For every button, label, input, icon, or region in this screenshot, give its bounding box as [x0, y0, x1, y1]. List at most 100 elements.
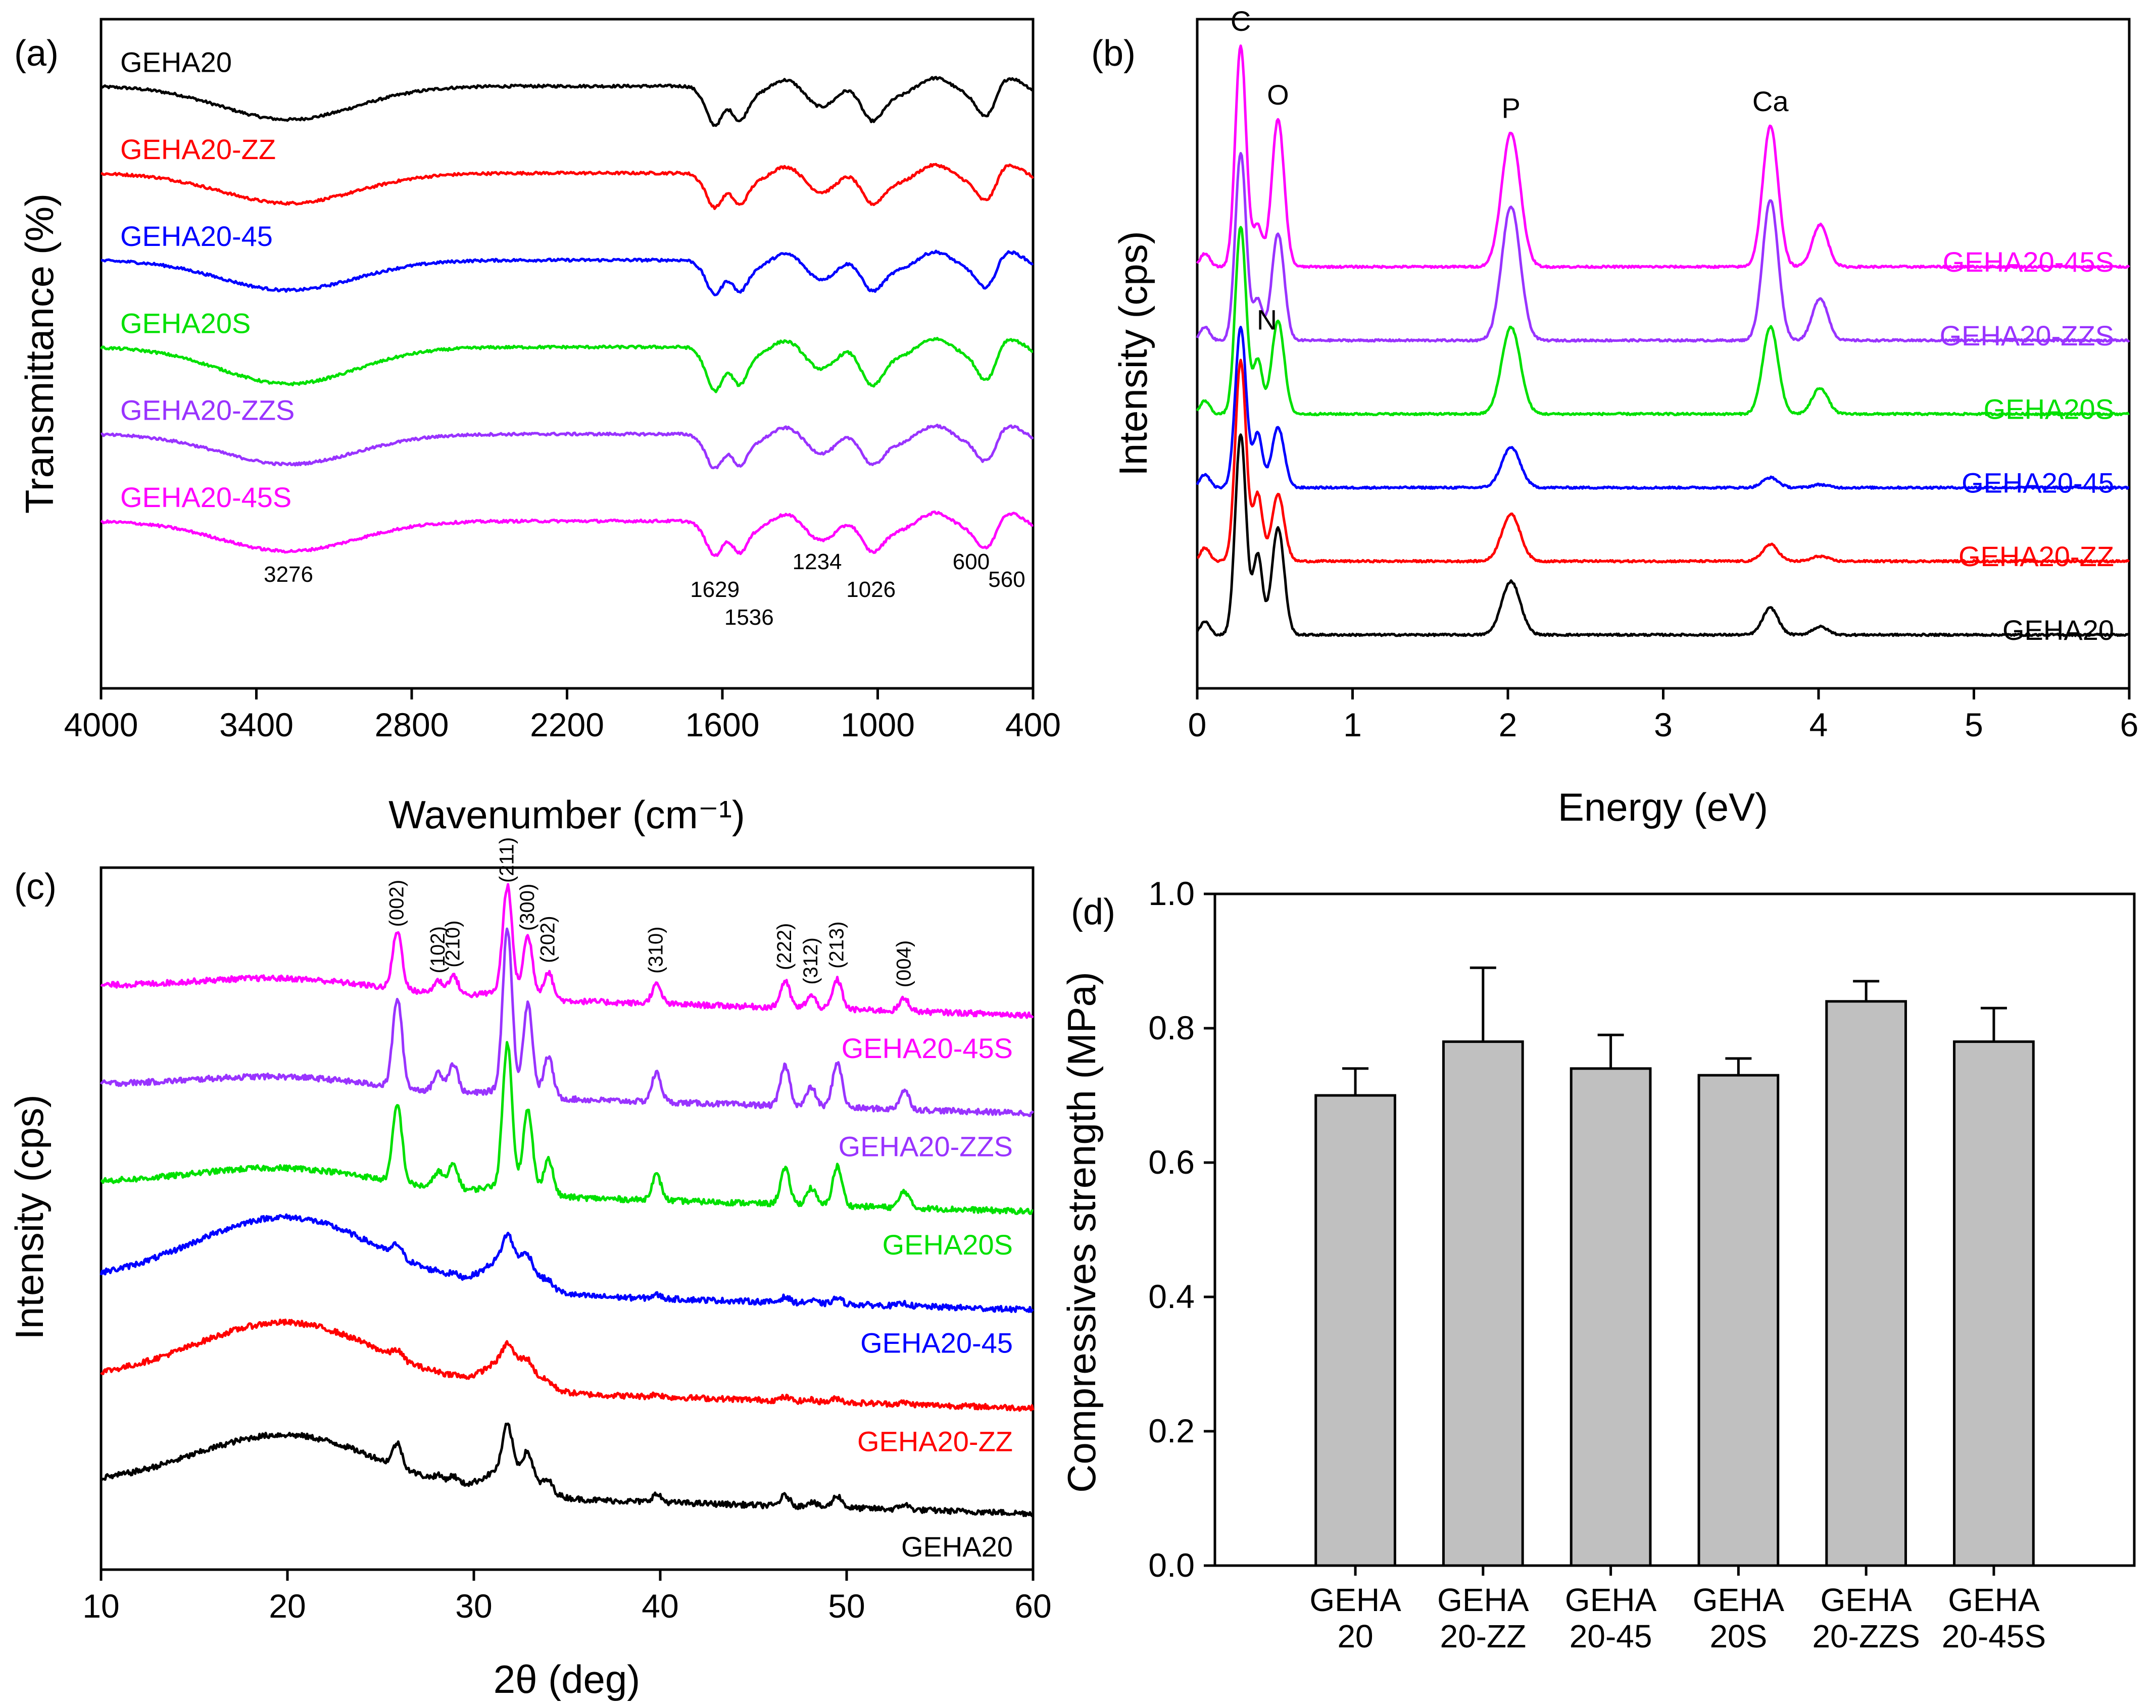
x-tick-label: 2800 [375, 706, 449, 743]
panel-c-label: (c) [14, 867, 57, 907]
panel-a-x-ticks: 4000 3400 2800 2200 1600 1000 400 [64, 688, 1061, 743]
panel-c-traces: GEHA20 GEHA20-ZZ GEHA20-45 GEHA20S GEHA20-ZZ… [100, 883, 1035, 1563]
x-tick-label: 60 [1014, 1587, 1051, 1625]
panel-c-y-axis-label: Intensity (cps) [7, 1094, 52, 1339]
panel-a-y-axis-label: Transmittance (%) [17, 193, 62, 514]
category-label: 20 [1337, 1618, 1373, 1654]
xrd-series-label: GEHA20 [901, 1531, 1013, 1563]
xrd-series-label: GEHA20-ZZ [857, 1425, 1013, 1457]
reflection-label: (310) [645, 927, 667, 974]
x-tick-label: 40 [642, 1587, 678, 1625]
reflection-label: (222) [773, 923, 796, 970]
ftir-series-label: GEHA20-ZZ [120, 133, 276, 165]
reflection-label: (202) [537, 916, 559, 963]
panel-b-label: (b) [1091, 33, 1136, 74]
panel-b-x-ticks: 0 1 2 3 4 5 6 [1188, 688, 2139, 743]
x-tick-label: 30 [455, 1587, 492, 1625]
eds-series-label: GEHA20-ZZS [1940, 320, 2114, 351]
strength-bar [1697, 1074, 1780, 1567]
eds-series-label: GEHA20-45 [1962, 467, 2114, 498]
eds-peak-label: C [1231, 5, 1251, 37]
panel-c-x-ticks: 10 20 30 40 50 60 [82, 1570, 1052, 1625]
eds-trace-geha20-zz [1197, 359, 2130, 564]
xrd-series-label: GEHA20-45 [860, 1327, 1013, 1359]
eds-series-label: GEHA20 [2002, 614, 2114, 646]
ftir-series-label: GEHA20-ZZS [120, 394, 295, 426]
panel-c-reflection-labels: (002) (102)(210) (211)(300)(202) (310) (222)… [386, 837, 915, 988]
xrd-trace-geha20-zzs [100, 927, 1035, 1118]
reflection-label: (002) [386, 880, 408, 927]
panel-a-ftir: (a) GEHA20GEHA20-ZZGEHA20-45GEHA20SGEHA2… [14, 18, 1061, 837]
category-label: GEHA [1820, 1582, 1912, 1618]
ftir-trace-geha20-45s [100, 510, 1034, 557]
category-label: 20-45S [1942, 1618, 2046, 1654]
panel-a-x-axis-label: Wavenumber (cm⁻¹) [388, 792, 745, 837]
ftir-series-label: GEHA20-45S [120, 481, 291, 513]
y-tick-label: 0.4 [1148, 1278, 1195, 1315]
reflection-label: (312) [800, 937, 822, 984]
band-annotation: 1026 [846, 577, 896, 602]
reflection-label: (210) [442, 920, 464, 967]
x-tick-label: 3 [1654, 706, 1673, 743]
band-annotation: 560 [988, 567, 1025, 592]
x-tick-label: 0 [1188, 706, 1207, 743]
category-label: 20-ZZ [1440, 1618, 1526, 1654]
ftir-trace-geha20 [100, 76, 1034, 127]
x-tick-label: 2200 [530, 706, 604, 743]
band-annotation: 3276 [264, 562, 313, 587]
ftir-series-label: GEHA20-45 [120, 220, 273, 252]
xrd-trace-geha20 [101, 1422, 1035, 1518]
reflection-label: (213) [826, 921, 848, 968]
y-tick-label: 0.2 [1148, 1412, 1195, 1449]
panel-b-x-axis-label: Energy (eV) [1558, 785, 1768, 829]
xrd-trace-geha20-45 [100, 1213, 1034, 1313]
x-tick-label: 6 [2120, 706, 2139, 743]
category-label: 20-45 [1570, 1618, 1652, 1654]
eds-trace-geha20-zzs [1196, 152, 2130, 343]
xrd-trace-geha20-zz [100, 1318, 1035, 1412]
panel-b-y-axis-label: Intensity (cps) [1111, 231, 1155, 476]
reflection-label: (300) [516, 884, 538, 931]
eds-peak-label: O [1267, 79, 1289, 111]
eds-series-label: GEHA20-ZZ [1958, 540, 2114, 572]
panel-c-xrd: (c) GEHA20GEHA20-ZZGEHA20-45GEHA20SGEHA2… [7, 837, 1052, 1701]
ftir-trace-geha20-zz [101, 163, 1035, 210]
category-label: GEHA [1309, 1582, 1401, 1618]
category-label: 20-ZZS [1812, 1618, 1920, 1654]
ftir-trace-geha20-45 [101, 249, 1034, 296]
y-tick-label: 0.6 [1148, 1143, 1195, 1181]
x-tick-label: 4000 [64, 706, 138, 743]
x-tick-label: 10 [82, 1587, 119, 1625]
panel-d-y-ticks: 0.0 0.2 0.4 0.6 0.8 1.0 [1148, 875, 1215, 1584]
x-tick-label: 50 [828, 1587, 865, 1625]
strength-bar [1953, 1040, 2035, 1567]
category-label: GEHA [1565, 1582, 1657, 1618]
category-label: GEHA [1693, 1582, 1785, 1618]
panel-c-frame [100, 866, 1035, 1571]
ftir-series-label: GEHA20 [120, 46, 232, 78]
panel-b-peak-labels: C N O P Ca [1231, 5, 1789, 336]
y-tick-label: 1.0 [1148, 875, 1195, 912]
x-tick-label: 1600 [685, 706, 760, 743]
eds-peak-label: Ca [1752, 85, 1789, 117]
eds-trace-geha20-45 [1196, 326, 2130, 490]
eds-series-label: GEHA20S [1984, 393, 2114, 425]
xrd-series-label: GEHA20-ZZS [839, 1131, 1013, 1163]
band-annotation: 1629 [690, 577, 740, 602]
x-tick-label: 1000 [841, 706, 915, 743]
strength-bar [1442, 1040, 1524, 1567]
x-tick-label: 400 [1005, 706, 1061, 743]
category-label: 20S [1709, 1618, 1767, 1654]
y-tick-label: 0.0 [1148, 1546, 1195, 1584]
xrd-trace-geha20s [100, 1041, 1034, 1215]
panel-d-category-labels: GEHA20GEHA20-ZZGEHA20-45GEHA20SGEHA20-ZZ… [1309, 1566, 2046, 1654]
panel-d-label: (d) [1071, 892, 1115, 932]
category-label: GEHA [1437, 1582, 1529, 1618]
strength-bar [1825, 1000, 1907, 1567]
band-annotation: 1536 [724, 605, 774, 630]
panel-b-frame [1196, 18, 2131, 690]
xrd-series-label: GEHA20S [883, 1229, 1013, 1261]
eds-series-label: GEHA20-45S [1943, 246, 2114, 278]
